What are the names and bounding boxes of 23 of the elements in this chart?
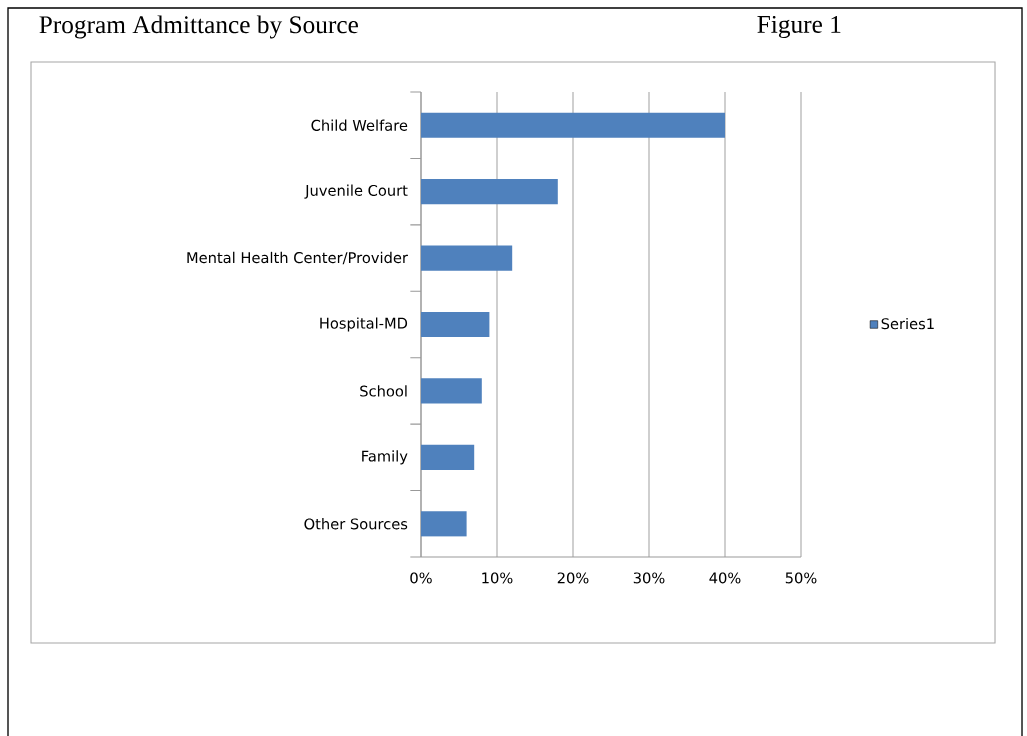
y-tick-label: Juvenile Court (304, 184, 408, 199)
y-tick-label: Child Welfare (311, 119, 408, 131)
y-tick-label: Family (362, 450, 408, 465)
bar (421, 179, 558, 205)
bar (421, 378, 482, 404)
y-tick-label: Mental Health Center/Provider (187, 251, 408, 265)
x-tick-label: 30% (633, 572, 665, 584)
bar (421, 311, 490, 338)
x-tick-label: 50% (785, 572, 817, 584)
bar (421, 245, 513, 271)
bar (421, 444, 475, 470)
legend-label: Series1 (881, 317, 934, 330)
y-tick-label: School (360, 385, 407, 397)
x-tick-label: 40% (709, 572, 741, 584)
y-tick-label: Other Sources (304, 518, 408, 530)
x-tick-label: 20% (557, 572, 589, 584)
caption: Figure 1 (757, 15, 841, 39)
bar (421, 112, 725, 138)
bar (421, 511, 467, 537)
y-tick-label: Hospital-MD (320, 317, 408, 332)
x-tick-label: 0% (410, 572, 432, 584)
x-tick-label: 10% (482, 572, 513, 584)
text: Program Admittance by Source (39, 15, 358, 39)
